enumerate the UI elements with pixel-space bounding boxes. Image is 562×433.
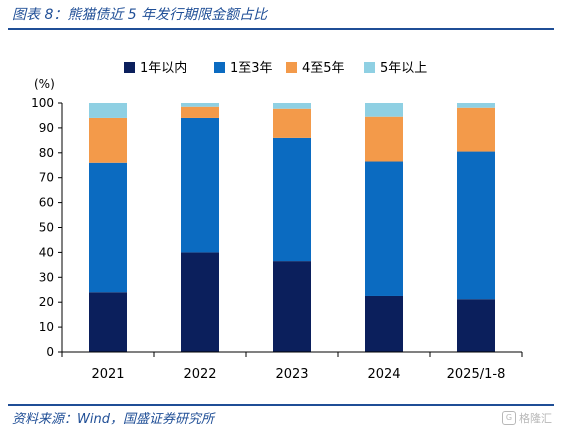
x-tick-label: 2023 xyxy=(275,367,308,382)
bar-segment xyxy=(365,103,403,117)
y-tick-label: 60 xyxy=(39,196,54,210)
bar-segment xyxy=(273,103,311,109)
bar-segment xyxy=(457,299,495,352)
legend-label: 1年以内 xyxy=(140,60,187,76)
legend-swatch xyxy=(364,62,375,73)
stacked-bar-chart: 1年以内 1至3年 4至5年 5年以上 (%) 0 10 20 30 40 50 60 70 80 90… xyxy=(31,60,523,382)
y-axis-label: (%) xyxy=(34,77,55,91)
watermark: G 格隆汇 xyxy=(502,410,552,426)
bar-segment xyxy=(273,108,311,138)
bar-segment xyxy=(181,117,219,253)
bar-segment xyxy=(365,161,403,296)
bar-segment xyxy=(457,107,495,152)
title-divider xyxy=(8,28,554,30)
bar-segment xyxy=(181,106,219,118)
bar-segment xyxy=(365,295,403,352)
legend-label: 5年以上 xyxy=(380,61,427,76)
bar-segment xyxy=(273,261,311,352)
bar-segment xyxy=(181,252,219,352)
x-tick-label: 2024 xyxy=(367,367,400,382)
x-tick-label: 2022 xyxy=(183,367,216,382)
y-tick-label: 20 xyxy=(39,295,54,309)
watermark-text: 格隆汇 xyxy=(519,412,552,425)
chart-title: 图表 8：熊猫债近 5 年发行期限金额占比 xyxy=(12,7,268,23)
g-logo-icon: G xyxy=(502,411,516,425)
bar-segment xyxy=(457,103,495,108)
bar-segment xyxy=(89,292,127,352)
y-tick-label: 0 xyxy=(46,345,54,359)
y-tick-label: 90 xyxy=(39,121,54,135)
bar-segment xyxy=(273,137,311,262)
y-tick-label: 10 xyxy=(39,320,54,334)
x-tick-label: 2021 xyxy=(91,367,124,382)
y-tick-label: 100 xyxy=(31,96,54,110)
bar-segment xyxy=(89,103,127,118)
bar-segment xyxy=(89,162,127,293)
x-axis: 2021 2022 2023 2024 2025/1-8 xyxy=(61,351,523,382)
legend-swatch xyxy=(124,62,135,73)
source-note: 资料来源：Wind，国盛证券研究所 xyxy=(12,412,214,427)
legend: 1年以内 1至3年 4至5年 5年以上 xyxy=(124,60,427,76)
bar-segment xyxy=(457,151,495,300)
y-axis: 0 10 20 30 40 50 60 70 80 90 100 xyxy=(31,96,63,359)
bar-segment xyxy=(89,117,127,163)
bars xyxy=(89,103,495,352)
y-tick-label: 30 xyxy=(39,270,54,284)
y-tick-label: 40 xyxy=(39,245,54,259)
x-tick-label: 2025/1-8 xyxy=(447,367,506,382)
bar-segment xyxy=(181,103,219,107)
y-tick-label: 80 xyxy=(39,146,54,160)
y-tick-label: 50 xyxy=(39,221,54,235)
legend-label: 4至5年 xyxy=(302,61,345,76)
legend-swatch xyxy=(286,62,297,73)
source-divider xyxy=(8,404,554,406)
legend-label: 1至3年 xyxy=(230,61,273,76)
bar-segment xyxy=(365,116,403,162)
y-tick-label: 70 xyxy=(39,171,54,185)
legend-swatch xyxy=(214,62,225,73)
